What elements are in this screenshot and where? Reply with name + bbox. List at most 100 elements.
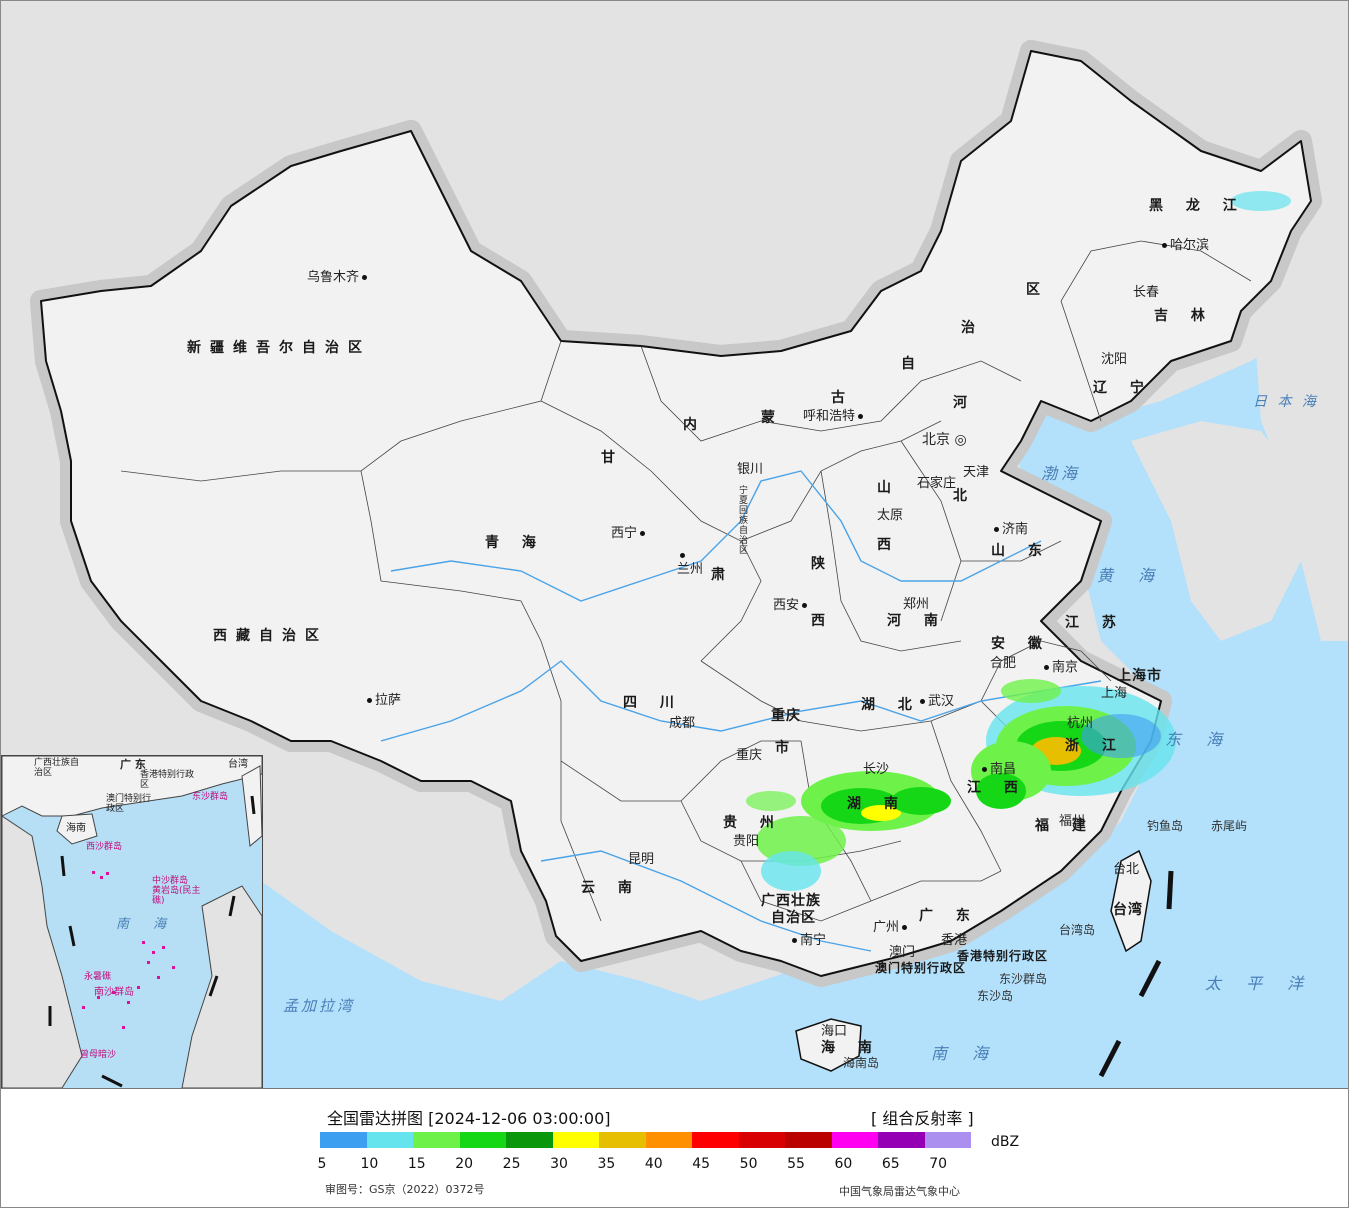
province-heilongjiang: 黑 龙 江 bbox=[1149, 198, 1246, 214]
province-liaoning: 辽 宁 bbox=[1093, 380, 1153, 396]
city-shanghai: 上海 bbox=[1101, 686, 1128, 701]
city-jinan: 济南 bbox=[991, 523, 1028, 537]
city-hefei: 合肥 bbox=[990, 656, 1017, 671]
city-lhasa: 拉萨 bbox=[364, 694, 401, 708]
province-neimenggu-1: 内 bbox=[683, 417, 706, 433]
sea-donghai: 东 海 bbox=[1165, 730, 1233, 749]
city-wuhan: 武汉 bbox=[917, 695, 954, 709]
scale-tick-label: 40 bbox=[644, 1156, 663, 1172]
inset-canvas bbox=[2, 756, 262, 1088]
province-fujian: 福 建 bbox=[1035, 818, 1095, 834]
legend-title: 全国雷达拼图 [2024-12-06 03:00:00] bbox=[327, 1109, 611, 1128]
scale-tick-label: 10 bbox=[360, 1156, 379, 1172]
province-shanxi-1: 山 bbox=[877, 480, 900, 496]
province-shanxi-2: 西 bbox=[877, 537, 900, 553]
inset-huangyan: 黄岩岛(民主礁) bbox=[152, 886, 201, 906]
inset-dongsha: 东沙群岛 bbox=[192, 792, 229, 802]
province-qinghai: 青 海 bbox=[485, 535, 545, 551]
sea-japan: 日 本 海 bbox=[1253, 394, 1319, 410]
city-chengdu: 成都 bbox=[669, 716, 696, 731]
city-changsha: 长沙 bbox=[863, 762, 890, 777]
city-tianjin: 天津 bbox=[963, 465, 990, 480]
inset-hainan: 海南 bbox=[66, 823, 86, 834]
inset-xisha: 西沙群岛 bbox=[86, 842, 123, 852]
sea-pacific: 太 平 洋 bbox=[1205, 974, 1314, 993]
island-chiweiyu: 赤尾屿 bbox=[1211, 819, 1248, 833]
sea-bengal: 孟加拉湾 bbox=[283, 997, 356, 1015]
map-review-number: 审图号：GS京（2022）0372号 bbox=[325, 1183, 485, 1196]
rivers bbox=[380, 470, 1102, 952]
province-chongqing: 重庆 bbox=[771, 708, 801, 724]
scale-tick-label: 30 bbox=[550, 1156, 568, 1172]
province-zhejiang: 浙 江 bbox=[1065, 738, 1125, 754]
province-shanghai: 上海市 bbox=[1117, 668, 1162, 684]
inset-yongshu: 永暑礁 bbox=[84, 972, 112, 982]
china-map: 新疆维吾尔自治区 西藏自治区 青 海 四 川 云 南 甘 内 蒙 古 自 治 区… bbox=[1, 1, 1348, 1089]
province-taiwan: 台湾 bbox=[1113, 902, 1143, 918]
sea-huanghai: 黄 海 bbox=[1097, 566, 1165, 585]
color-scale-bar bbox=[320, 1132, 971, 1148]
city-zhengzhou: 郑州 bbox=[903, 597, 930, 612]
city-changchun: 长春 bbox=[1133, 285, 1160, 300]
province-xizang: 西藏自治区 bbox=[213, 628, 328, 644]
province-gansu-2: 肃 bbox=[711, 567, 734, 583]
province-guangdong: 广 东 bbox=[919, 908, 979, 924]
city-haikou: 海口 bbox=[821, 1024, 848, 1039]
scale-tick-label: 15 bbox=[407, 1156, 426, 1172]
province-hubei: 湖 北 bbox=[861, 697, 921, 713]
south-sea-area bbox=[201, 881, 701, 1088]
city-beijing: 北京 ◎ bbox=[922, 432, 967, 448]
inset-taiwan: 台湾 bbox=[228, 759, 248, 770]
province-sichuan: 四 川 bbox=[623, 695, 683, 711]
city-guangzhou: 广州 bbox=[873, 921, 910, 935]
province-shaanxi-2: 西 bbox=[811, 613, 834, 629]
city-nanning: 南宁 bbox=[789, 934, 826, 948]
province-xinjiang: 新疆维吾尔自治区 bbox=[187, 340, 371, 356]
color-swatch-60 bbox=[831, 1132, 878, 1148]
province-ningxia: 宁夏回族自治区 bbox=[739, 486, 749, 556]
nine-dash-line bbox=[1098, 870, 1174, 1078]
legend-unit: dBZ bbox=[991, 1134, 1020, 1150]
province-neimenggu-2: 蒙 bbox=[761, 410, 784, 426]
map-canvas bbox=[30, 40, 1348, 1088]
color-swatch-65 bbox=[878, 1132, 925, 1148]
scale-tick-label: 60 bbox=[834, 1156, 853, 1172]
agency-credit: 中国气象局雷达气象中心 bbox=[839, 1185, 960, 1198]
city-nanjing: 南京 bbox=[1041, 661, 1078, 675]
province-neimenggu-4: 自 bbox=[901, 356, 924, 372]
color-swatch-40 bbox=[645, 1132, 692, 1148]
color-swatch-45 bbox=[692, 1132, 739, 1148]
scale-tick-label: 45 bbox=[692, 1156, 711, 1172]
city-xian: 西安 bbox=[773, 599, 810, 613]
taiwan-island bbox=[1110, 849, 1152, 953]
province-hainan: 海 南 bbox=[821, 1040, 881, 1056]
city-taiyuan: 太原 bbox=[877, 508, 904, 523]
color-swatch-15 bbox=[413, 1132, 460, 1148]
inset-macau: 澳门特别行政区 bbox=[106, 794, 152, 814]
province-shandong: 山 东 bbox=[991, 543, 1051, 559]
city-shenyang: 沈阳 bbox=[1101, 352, 1128, 367]
province-hebei-1: 河 bbox=[953, 395, 976, 411]
city-shijiazhuang: 石家庄 bbox=[917, 476, 957, 491]
province-neimenggu-5: 治 bbox=[961, 320, 984, 336]
scale-tick-label: 50 bbox=[739, 1156, 758, 1172]
province-hongkong: 香港特别行政区 bbox=[957, 949, 1049, 963]
legend-panel: 全国雷达拼图 [2024-12-06 03:00:00] [ 组合反射率 ] d… bbox=[1, 1089, 1348, 1207]
city-kunming: 昆明 bbox=[628, 852, 655, 867]
inset-hongkong: 香港特别行政区 bbox=[140, 770, 195, 790]
color-swatch-10 bbox=[366, 1132, 413, 1148]
island-dongsha: 东沙岛 bbox=[977, 989, 1014, 1003]
hainan-island bbox=[795, 1018, 862, 1072]
province-jilin: 吉 林 bbox=[1154, 308, 1214, 324]
island-dongsha-group: 东沙群岛 bbox=[999, 972, 1048, 986]
color-swatch-35 bbox=[599, 1132, 646, 1148]
color-swatch-25 bbox=[506, 1132, 553, 1148]
sea-nanhai: 南 海 bbox=[931, 1044, 999, 1063]
inset-nansha: 南沙群岛 bbox=[94, 987, 134, 998]
province-borders bbox=[120, 240, 1252, 922]
city-hangzhou: 杭州 bbox=[1067, 716, 1094, 731]
color-swatch-30 bbox=[552, 1132, 599, 1148]
province-guangxi: 广西壮族 bbox=[761, 893, 821, 909]
province-neimenggu-3: 古 bbox=[831, 390, 854, 406]
